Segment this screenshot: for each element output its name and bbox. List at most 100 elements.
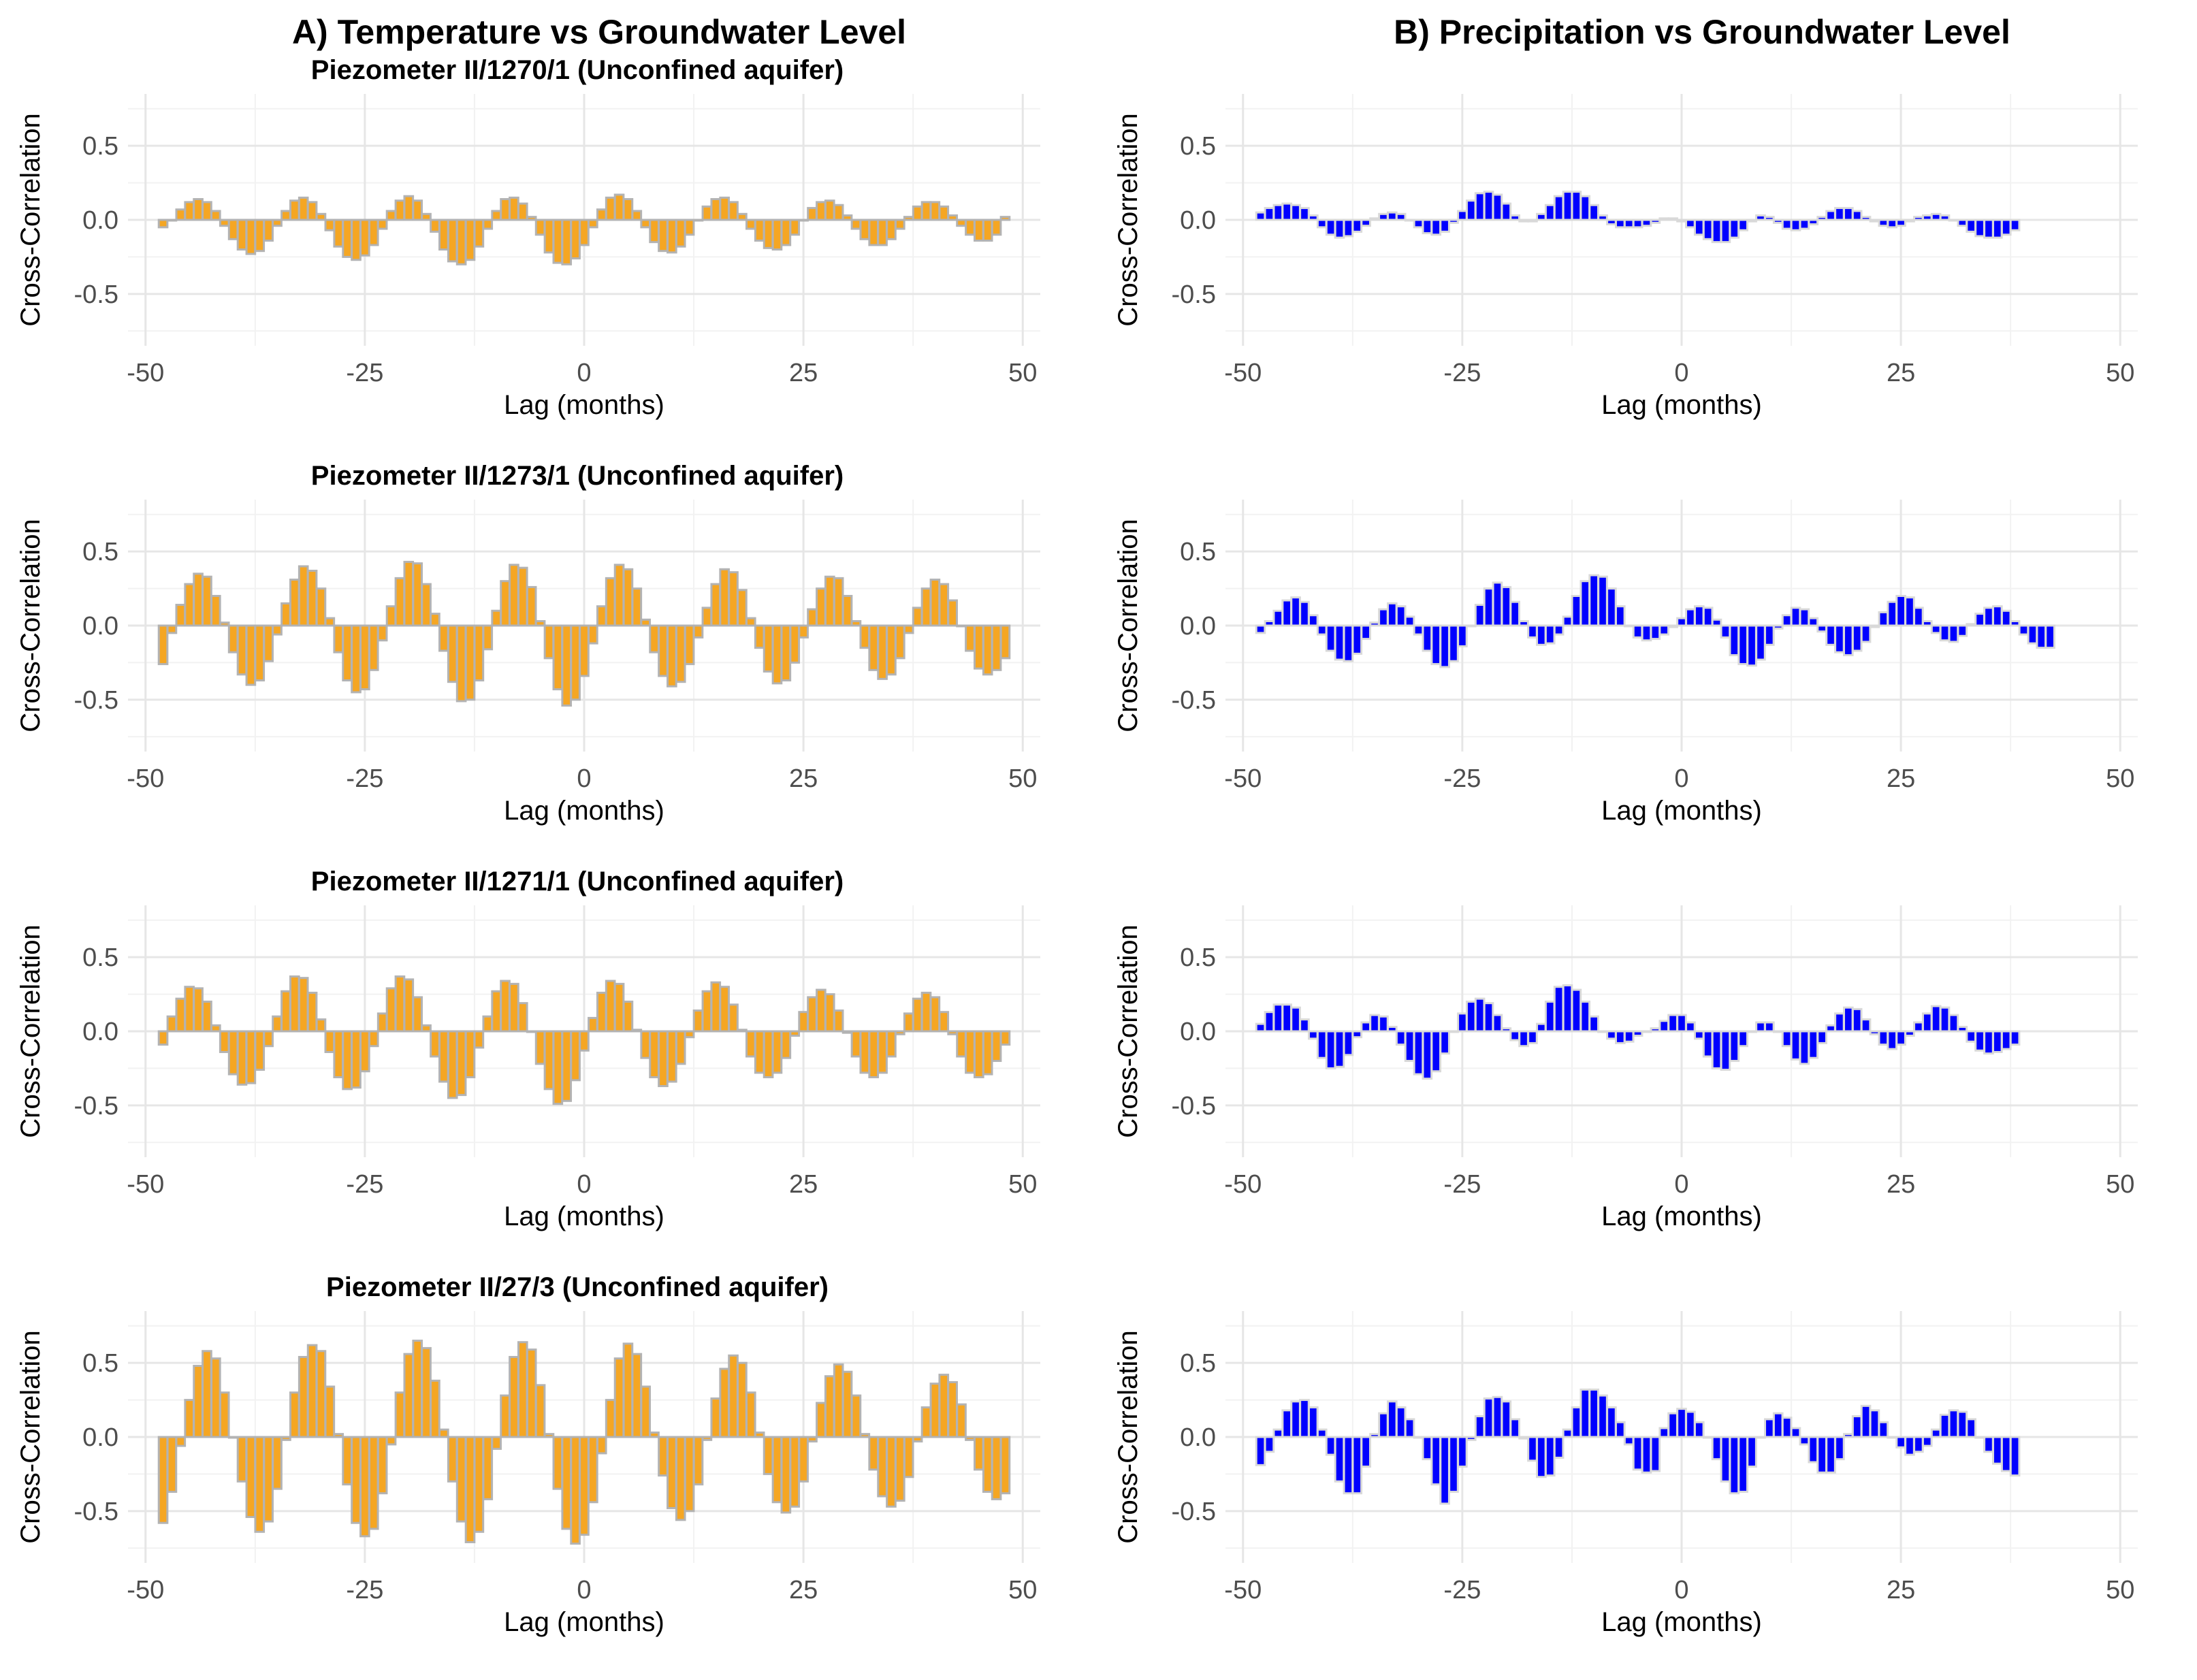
panel-b-3-bar: [1518, 1030, 1529, 1048]
panel-a-1-bar: [298, 196, 309, 221]
panel-a-1-bar: [859, 219, 871, 240]
panel-a-3-bar: [999, 1030, 1011, 1046]
panel-a-2-bar: [965, 624, 976, 652]
panel-a-4-bar: [561, 1436, 573, 1530]
panel-b-1-bar: [1746, 219, 1757, 223]
panel-a-4-ytick-label: 0.0: [82, 1423, 118, 1452]
panel-b-3-bar: [1439, 1030, 1450, 1055]
panel-a-4-bar: [385, 1436, 397, 1446]
panel-b-2-bar: [1571, 594, 1582, 627]
panel-a-4-bar: [491, 1436, 502, 1450]
panel-a-3-bar: [658, 1030, 669, 1088]
panel-b-2-bar: [1632, 624, 1643, 639]
panel-b-2-bar: [1430, 624, 1442, 666]
panel-a-4-bar: [710, 1397, 722, 1438]
panel-b-3-bar: [1527, 1030, 1538, 1044]
panel-a-1-bar: [684, 219, 695, 236]
panel-a-3-bar: [859, 1030, 871, 1074]
panel-b-3-ylabel: Cross-Correlation: [1113, 924, 1143, 1137]
panel-a-4-bar: [675, 1436, 686, 1521]
panel-a-3-bar: [798, 1011, 809, 1033]
panel-a-2-bar: [999, 624, 1011, 660]
panel-b-1-bar: [1641, 219, 1652, 227]
panel-a-2-bar: [912, 607, 923, 627]
panel-b-2-bar: [1395, 605, 1407, 627]
panel-b-1-bar: [1693, 219, 1705, 236]
panel-a-4-bar: [841, 1370, 853, 1438]
panel-a-1-bar: [824, 199, 835, 221]
panel-b-3-bar: [1790, 1030, 1801, 1061]
panel-a-1-ytick-label: 0.0: [82, 206, 118, 235]
panel-a-3-bar: [342, 1030, 353, 1091]
panel-b-1-bar: [1422, 219, 1433, 235]
panel-b-1-bar: [1553, 195, 1565, 221]
panel-b-1-bar: [1378, 212, 1389, 221]
panel-b-2-bar: [1351, 624, 1363, 655]
panel-b-4-bar: [1799, 1436, 1810, 1446]
panel-a-3-bar: [219, 1030, 230, 1053]
panel-b-1-bar: [1869, 219, 1880, 223]
panel-a-3-bar: [403, 978, 415, 1033]
panel-a-2-bar: [938, 583, 950, 627]
panel-b-2-bar: [1685, 608, 1696, 627]
panel-b-2-bar: [1948, 624, 1959, 643]
panel-a-4-bar: [455, 1436, 467, 1523]
panel-a-4-bar: [526, 1348, 537, 1438]
panel-b-4-bar: [1264, 1436, 1275, 1453]
panel-a-4-bar: [227, 1436, 239, 1439]
panel-a-2-bar: [789, 624, 801, 664]
panel-b-4-bar: [1386, 1400, 1398, 1438]
panel-a-3-bar: [912, 997, 923, 1033]
panel-a-4-bar: [771, 1436, 783, 1504]
panel-a-1-bar: [482, 219, 494, 230]
panel-b-4-bar: [1790, 1427, 1801, 1438]
panel-a-3-bar: [667, 1030, 677, 1083]
panel-b-3-bar: [1544, 1000, 1556, 1033]
panel-b-4-bar: [1308, 1406, 1319, 1438]
panel-b-1-bar: [1571, 191, 1582, 221]
panel-b-3-bar: [1904, 1030, 1915, 1037]
panel-b-2-bar: [1492, 581, 1503, 627]
panel-a-2-bar: [500, 580, 511, 627]
panel-b-4-bar: [1720, 1436, 1731, 1483]
panel-b-3-bar: [1746, 1030, 1757, 1033]
panel-a-2-bar: [728, 571, 739, 627]
panel-b-2-bar: [1904, 596, 1915, 627]
panel-a-4-bar: [421, 1346, 432, 1438]
panel-a-2-bar: [430, 613, 440, 627]
panel-a-3-bar: [368, 1030, 379, 1048]
panel-b-4-bar: [1842, 1433, 1854, 1438]
panel-a-1-bar: [166, 219, 178, 222]
panel-a-3-bar: [473, 1030, 485, 1049]
panel-a-3-bar: [464, 1030, 476, 1078]
panel-b-1-bar: [1588, 204, 1599, 221]
panel-b-2-bar: [1553, 624, 1565, 636]
panel-b-1-bar: [2009, 219, 2021, 231]
panel-b-4-bar: [1676, 1408, 1687, 1438]
panel-a-1-bar: [965, 219, 976, 236]
panel-a-4-bar: [236, 1436, 248, 1483]
panel-a-2-bar: [868, 624, 880, 671]
panel-a-3-bar: [754, 1030, 765, 1074]
panel-b-1-ytick-label: 0.5: [1180, 132, 1216, 161]
panel-b-3-bar: [1501, 1027, 1512, 1033]
panel-a-3-bar: [245, 1030, 257, 1084]
panel-b-2-bar: [1921, 619, 1933, 627]
panel-a-2-bar: [359, 624, 370, 691]
panel-b-4-bar: [1281, 1409, 1293, 1438]
panel-b-3-bar: [1457, 1012, 1468, 1033]
panel-b-1-bar: [1720, 219, 1731, 244]
panel-b-2-bar: [1439, 624, 1450, 668]
panel-b-2-bar: [1518, 619, 1529, 627]
panel-b-3-bar: [2009, 1030, 2021, 1046]
panel-b-4-bar: [1904, 1436, 1915, 1456]
panel-b-1-bar: [1764, 216, 1775, 221]
panel-b-2-bar: [1895, 594, 1906, 627]
panel-b-4-xtick-label: 50: [2106, 1576, 2134, 1604]
panel-a-1-bar: [157, 219, 169, 229]
panel-a-2-bar: [509, 564, 519, 627]
panel-b-1-bar: [1351, 219, 1363, 233]
panel-a-2-bar: [763, 624, 774, 673]
panel-a-4-bar: [376, 1436, 388, 1495]
panel-b-4-bar: [1483, 1397, 1494, 1438]
